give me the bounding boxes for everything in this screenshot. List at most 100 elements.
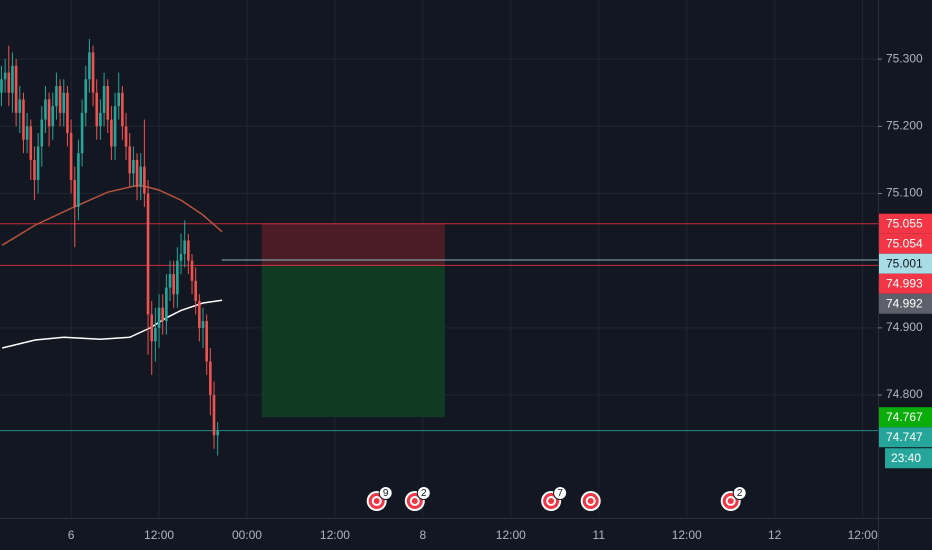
x-tick-label: 12:00 [672,528,702,542]
candle-body [40,119,44,147]
event-marker[interactable] [580,491,601,511]
price-label-bg [879,293,932,314]
candle-body [106,85,110,120]
event-marker[interactable]: 2 [720,486,747,512]
event-marker[interactable]: 9 [366,486,393,512]
event-count: 9 [383,488,389,499]
candle-body [157,307,161,328]
candle-body [80,112,84,154]
x-tick-label: 6 [68,528,75,542]
candle-body [36,146,40,181]
event-marker[interactable]: 2 [404,486,431,512]
candle-body [25,126,29,140]
event-badge [378,486,393,500]
candle-body [73,180,77,207]
event-icon-dot [373,498,380,504]
candle-body [183,240,186,254]
price-label: 75.054 [886,236,923,250]
candle-body [212,395,216,436]
candle-body [47,99,51,127]
candle-body [161,307,165,322]
candle-body [187,240,190,261]
x-tick-label: 12:00 [144,528,174,542]
price-label: 74.747 [886,430,923,444]
event-count: 2 [737,488,743,499]
candle-body [84,79,88,113]
candle-body [58,85,62,113]
price-label-bg [879,253,932,274]
candle-body [33,159,36,181]
price-label: 75.055 [886,216,923,230]
event-badge [732,486,747,500]
candle-body [62,92,66,113]
price-label-bg [879,213,932,234]
candle-body [88,52,91,80]
x-tick-label: 11 [593,528,606,542]
candle-body [205,321,208,362]
candle-body [146,193,150,315]
candle-body [69,133,73,181]
price-label-bg [879,273,932,294]
price-label-bg [879,233,932,254]
x-tick-label: 12:00 [848,528,878,542]
candle-body [117,92,121,107]
candle-body [99,112,102,127]
candle-body [44,99,47,120]
event-icon-dot [727,498,734,504]
x-tick-label: 12:00 [496,528,526,542]
candle-body [135,159,139,187]
candle-body [121,92,124,127]
candle-body [139,166,143,187]
candle-body [179,253,183,261]
event-badge [416,486,431,500]
candle-body [3,72,7,80]
candle-body [150,314,154,342]
candle-body [51,106,55,127]
event-count: 2 [421,488,427,499]
candle-body [77,153,80,207]
y-tick-label: 75.300 [886,51,923,65]
candle-body [168,274,172,288]
candle-body [91,52,95,93]
candle-body [209,361,212,396]
price-label-bg [879,427,932,448]
price-label-bg [879,407,932,428]
event-icon-dot [587,498,594,504]
candle-body [128,146,132,174]
candle-body [194,280,197,301]
candle-body [190,260,194,281]
candle-body [176,260,179,295]
y-tick-label: 75.100 [886,186,923,200]
price-label: 75.001 [886,256,923,270]
candle-body [7,72,11,93]
candle-body [198,300,201,328]
candle-body [55,85,58,107]
candle-body [66,92,69,134]
candle-body [110,119,113,147]
event-marker[interactable]: 7 [541,486,568,512]
candle-body [14,65,18,113]
candle-body [95,92,99,127]
candle-body [113,106,117,147]
candle-body [165,287,168,322]
plot-area [0,0,878,518]
event-icon-dot [548,498,555,504]
indicator-line [2,299,223,349]
price-label: 74.993 [886,276,923,290]
x-tick-label: 8 [420,528,427,542]
event-count: 7 [557,488,563,499]
event-badge [553,486,568,500]
price-label: 74.992 [886,296,923,310]
price-label: 74.767 [886,410,923,424]
candle-body [143,166,146,194]
x-tick-label: 00:00 [232,528,262,542]
candle-body [0,79,3,93]
candle-body [11,65,14,93]
candle-body [201,321,205,328]
position-target-zone [261,265,445,418]
y-tick-label: 74.900 [886,320,923,334]
candle-body [216,430,219,436]
